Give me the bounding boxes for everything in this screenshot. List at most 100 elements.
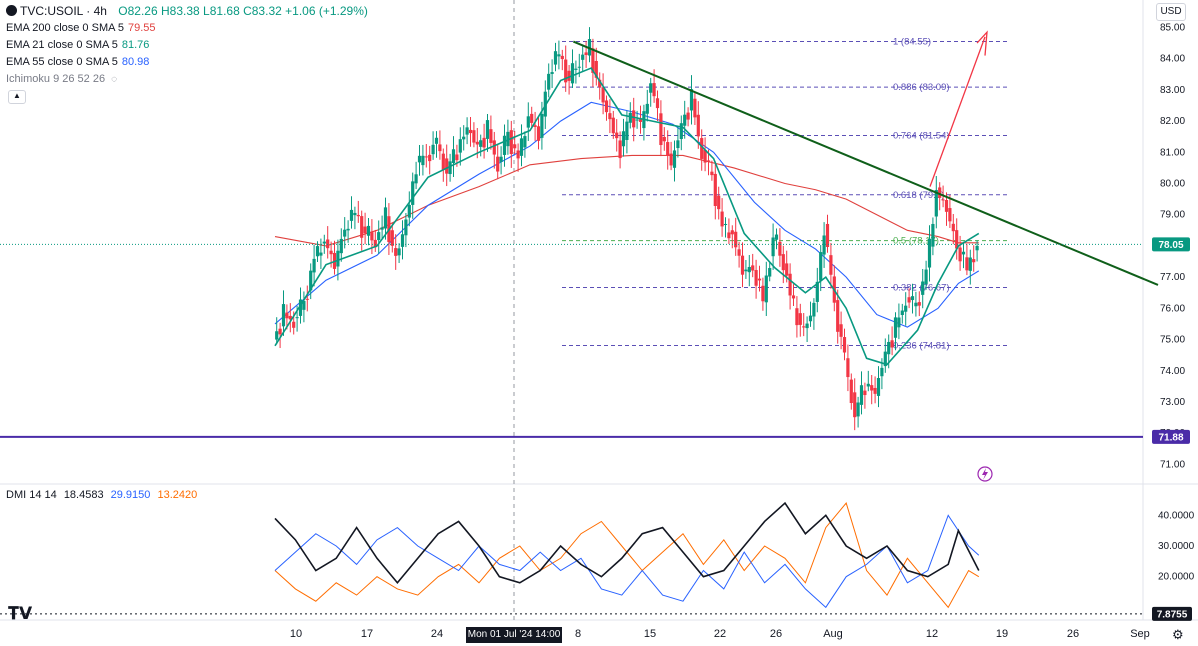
candle-body — [557, 54, 561, 57]
last-price-tag — [1152, 237, 1190, 252]
dmi-minus-value: 13.2420 — [157, 489, 198, 501]
candle-body — [462, 136, 466, 140]
candle-body — [839, 324, 843, 337]
candle-body — [628, 112, 632, 123]
candle-body — [621, 131, 626, 147]
candle-body — [968, 257, 972, 271]
candle-body — [846, 358, 850, 378]
dmi-legend[interactable]: DMI 14 14 18.4583 29.9150 13.2420 — [6, 487, 197, 503]
dmi-tick-label: 40.0000 — [1158, 510, 1195, 521]
candle-body — [496, 156, 500, 172]
candle-body — [754, 270, 758, 286]
candle-body — [390, 230, 394, 246]
candle-body — [655, 98, 660, 109]
descending-trendline — [572, 40, 1159, 286]
time-tick-label: 10 — [290, 628, 302, 640]
ichimoku-label: Ichimoku 9 26 52 26 — [6, 73, 106, 85]
crosshair-time: Mon 01 Jul '24 14:00 — [467, 629, 561, 640]
time-tick-label: 8 — [575, 628, 581, 640]
dmi-minus-line — [274, 502, 980, 609]
support-price-tag-text: 71.88 — [1158, 432, 1183, 443]
candle-body — [329, 250, 333, 255]
candle-body — [574, 68, 578, 70]
symbol-name[interactable]: TVC:USOIL — [20, 4, 83, 18]
indicator-ema55[interactable]: EMA 55 close 0 SMA 5 80.98 — [6, 54, 149, 70]
fib-level-label: 1 (84.55) — [893, 37, 931, 48]
candle-body — [713, 173, 717, 206]
candle-body — [768, 268, 772, 277]
fib-level-label: 0.886 (83.09) — [893, 82, 950, 93]
time-tick-label: 19 — [996, 628, 1008, 640]
candle-body — [706, 160, 711, 162]
candle-body — [931, 223, 935, 247]
candle-body — [632, 110, 636, 128]
indicator-ema200[interactable]: EMA 200 close 0 SMA 5 79.55 — [6, 20, 156, 36]
candle-body — [397, 248, 401, 256]
candle-body — [965, 257, 969, 271]
candle-body — [836, 300, 840, 332]
indicator-ichimoku[interactable]: Ichimoku 9 26 52 26 ◌ — [6, 71, 117, 88]
candle-body — [380, 227, 384, 230]
interval-label[interactable]: 4h — [93, 4, 107, 18]
dmi-adx-line — [274, 501, 980, 585]
candle-body — [812, 302, 816, 317]
candle-body — [883, 351, 887, 367]
candle-body — [485, 120, 490, 139]
collapse-legend-button[interactable]: ▲ — [8, 90, 26, 104]
candle-body — [506, 131, 510, 147]
dmi-plus-line — [274, 514, 980, 609]
candle-body — [349, 209, 354, 221]
candle-body — [740, 255, 745, 275]
price-tick-label: 83.00 — [1160, 85, 1185, 96]
tradingview-logo[interactable]: 𝐓𝗩 — [8, 604, 33, 623]
candle-body — [475, 141, 479, 145]
candle-body — [703, 149, 707, 163]
candle-body — [727, 232, 731, 239]
candle-body — [744, 269, 748, 272]
candle-body — [618, 140, 622, 159]
candle-body — [377, 232, 381, 241]
candle-body — [356, 214, 360, 217]
candle-body — [788, 273, 792, 296]
candle-body — [880, 367, 884, 377]
candle-body — [676, 140, 680, 149]
last-price-tag-text: 78.05 — [1158, 240, 1183, 251]
candle-body — [955, 230, 959, 249]
ema21-line — [274, 67, 980, 366]
crosshair-time-label: Mon 01 Jul '24 14:00 — [466, 627, 562, 643]
settings-gear-icon[interactable]: ⚙ — [1172, 627, 1184, 642]
candle-body — [863, 390, 867, 396]
open-value: O82.26 — [118, 4, 158, 18]
candle-body — [900, 310, 904, 315]
candle-body — [679, 123, 683, 140]
ema200-label: EMA 200 close 0 SMA 5 — [6, 22, 125, 34]
candle-body — [604, 100, 609, 113]
candle-body — [666, 142, 670, 156]
ema200-line — [274, 154, 979, 247]
currency-selector[interactable]: USD — [1156, 3, 1186, 21]
candle-body — [737, 249, 741, 256]
candle-body — [669, 153, 673, 166]
candle-body — [608, 113, 612, 120]
candle-body — [897, 317, 901, 328]
ema21-value: 81.76 — [121, 39, 150, 51]
time-tick-label: 22 — [714, 628, 726, 640]
candle-body — [516, 150, 520, 159]
candle-body — [526, 116, 530, 128]
candle-body — [798, 313, 802, 325]
candle-body — [570, 63, 575, 84]
candle-body — [689, 89, 694, 111]
dmi-tick-label: 30.0000 — [1158, 541, 1195, 552]
candle-body — [781, 254, 785, 271]
ema21-label: EMA 21 close 0 SMA 5 — [6, 39, 118, 51]
high-value: H83.38 — [161, 4, 200, 18]
projection-arrowhead — [976, 30, 988, 56]
indicator-ema21[interactable]: EMA 21 close 0 SMA 5 81.76 — [6, 37, 149, 53]
candle-body — [696, 114, 700, 137]
candle-body — [904, 305, 908, 312]
candle-body — [591, 48, 595, 73]
candle-body — [581, 54, 585, 60]
hidden-eye-icon[interactable]: ◌ — [111, 74, 118, 85]
candle-body — [921, 281, 925, 295]
